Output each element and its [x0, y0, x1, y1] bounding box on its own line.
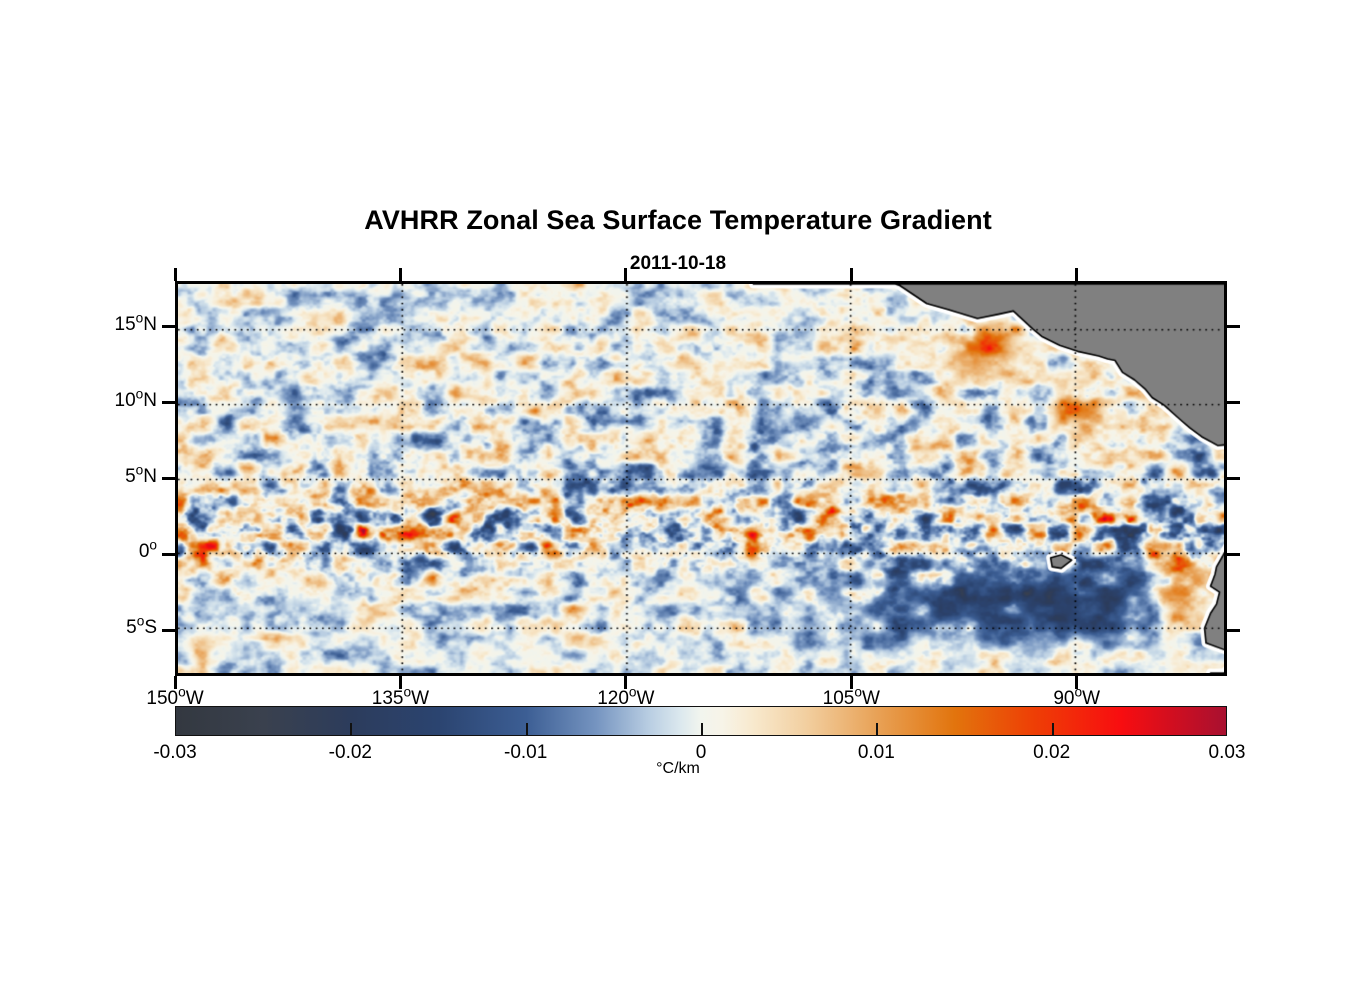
x-axis-tick-label: 120oW [597, 684, 655, 709]
y-tick-mark [1227, 401, 1240, 405]
colorbar-tick-label: 0.03 [1208, 742, 1246, 763]
colorbar-tick-label: 0.02 [1033, 742, 1071, 763]
x-axis-tick-label: 105oW [822, 684, 880, 709]
x-axis-tick-label: 135oW [371, 684, 430, 709]
colorbar-tick-mark [350, 723, 353, 735]
y-axis-tick-label: 5oS [126, 614, 157, 639]
x-tick-mark [1075, 676, 1079, 689]
x-tick-mark [173, 676, 177, 689]
figure-date-subtitle: 2011-10-18 [629, 253, 727, 274]
colorbar-tick-label: -0.02 [328, 742, 372, 763]
colorbar-tick-label: -0.01 [504, 742, 548, 763]
y-tick-mark [162, 477, 175, 480]
colorbar-tick-mark [525, 723, 528, 735]
page-title: AVHRR Zonal Sea Surface Temperature Grad… [364, 205, 992, 235]
colorbar [175, 706, 1227, 736]
sst-gradient-heatmap [178, 284, 1224, 673]
y-tick-mark [162, 401, 175, 405]
y-tick-mark [1227, 325, 1240, 329]
map-axes [175, 281, 1227, 676]
colorbar-tick-mark [701, 723, 703, 735]
colorbar-unit-label: °C/km [656, 760, 700, 777]
y-axis-tick-label: 15oN [114, 310, 157, 335]
y-tick-mark [1227, 552, 1240, 556]
colorbar-tick-mark [876, 723, 879, 735]
y-tick-mark [162, 552, 175, 556]
colorbar-tick-label: 0.01 [857, 742, 895, 763]
colorbar-tick-label: -0.03 [153, 742, 197, 763]
x-tick-mark [624, 676, 628, 689]
x-tick-mark [1075, 268, 1079, 281]
y-tick-mark [162, 325, 175, 329]
colorbar-tick-mark [1051, 723, 1054, 735]
y-axis-tick-label: 0o [138, 538, 157, 563]
x-axis-tick-label: 150oW [146, 684, 204, 709]
x-tick-mark [624, 268, 628, 281]
y-tick-mark [1227, 477, 1240, 480]
y-axis-tick-label: 5oN [125, 462, 157, 487]
x-tick-mark [849, 676, 853, 689]
x-tick-mark [398, 676, 402, 689]
x-tick-mark [173, 268, 177, 281]
y-tick-mark [162, 628, 175, 632]
y-tick-mark [1227, 628, 1240, 632]
x-axis-tick-label: 90oW [1053, 684, 1101, 709]
colorbar-tick-label: 0 [695, 742, 707, 763]
y-axis-tick-label: 10oN [114, 386, 157, 411]
x-tick-mark [398, 268, 402, 281]
x-tick-mark [849, 268, 853, 281]
